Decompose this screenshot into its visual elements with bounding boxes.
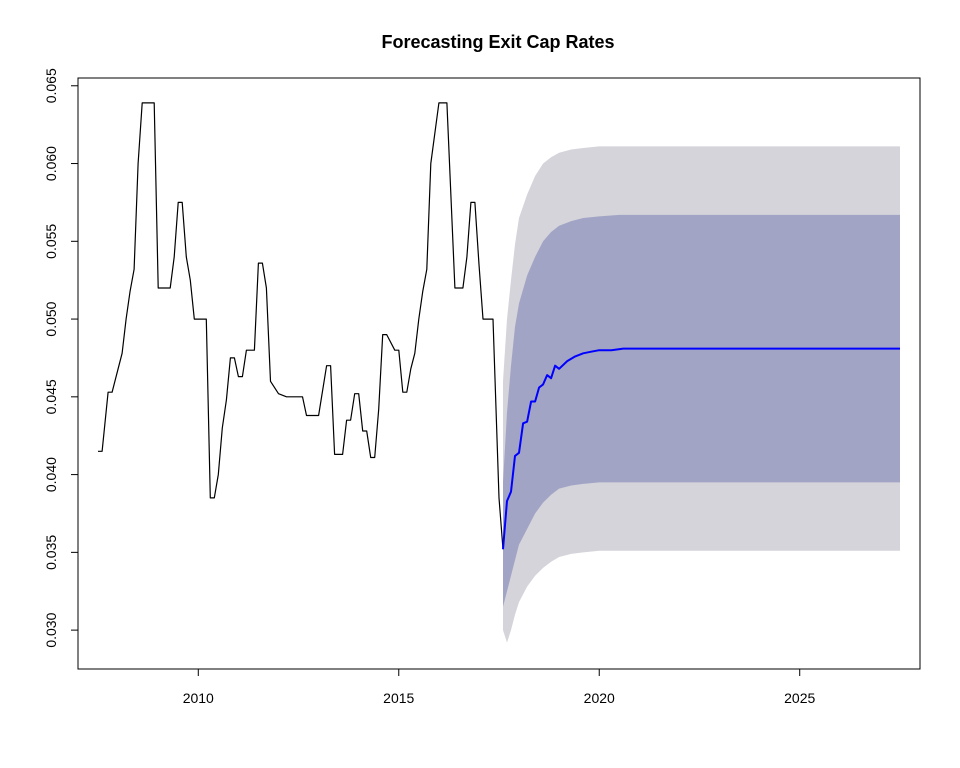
band-80 bbox=[503, 214, 900, 607]
y-tick-label: 0.050 bbox=[43, 301, 59, 336]
y-tick-label: 0.055 bbox=[43, 224, 59, 259]
y-axis: 0.030 0.035 0.040 0.045 0.050 0.055 0.060 0.065 bbox=[43, 68, 79, 648]
y-tick-label: 0.030 bbox=[43, 612, 59, 647]
series-lines bbox=[98, 102, 900, 550]
y-tick-label: 0.060 bbox=[43, 146, 59, 181]
y-tick-label: 0.045 bbox=[43, 379, 59, 414]
x-tick-label: 2015 bbox=[383, 690, 414, 706]
x-tick-label: 2025 bbox=[784, 690, 815, 706]
x-axis: 2010 2015 2020 2025 bbox=[183, 668, 815, 706]
y-tick-label: 0.040 bbox=[43, 457, 59, 492]
confidence-bands bbox=[503, 146, 900, 643]
chart-title: Forecasting Exit Cap Rates bbox=[381, 32, 614, 52]
y-tick-label: 0.035 bbox=[43, 535, 59, 570]
history-line bbox=[98, 102, 504, 550]
x-tick-label: 2010 bbox=[183, 690, 214, 706]
y-tick-label: 0.065 bbox=[43, 68, 59, 103]
forecast-line bbox=[502, 347, 900, 550]
x-tick-label: 2020 bbox=[584, 690, 615, 706]
